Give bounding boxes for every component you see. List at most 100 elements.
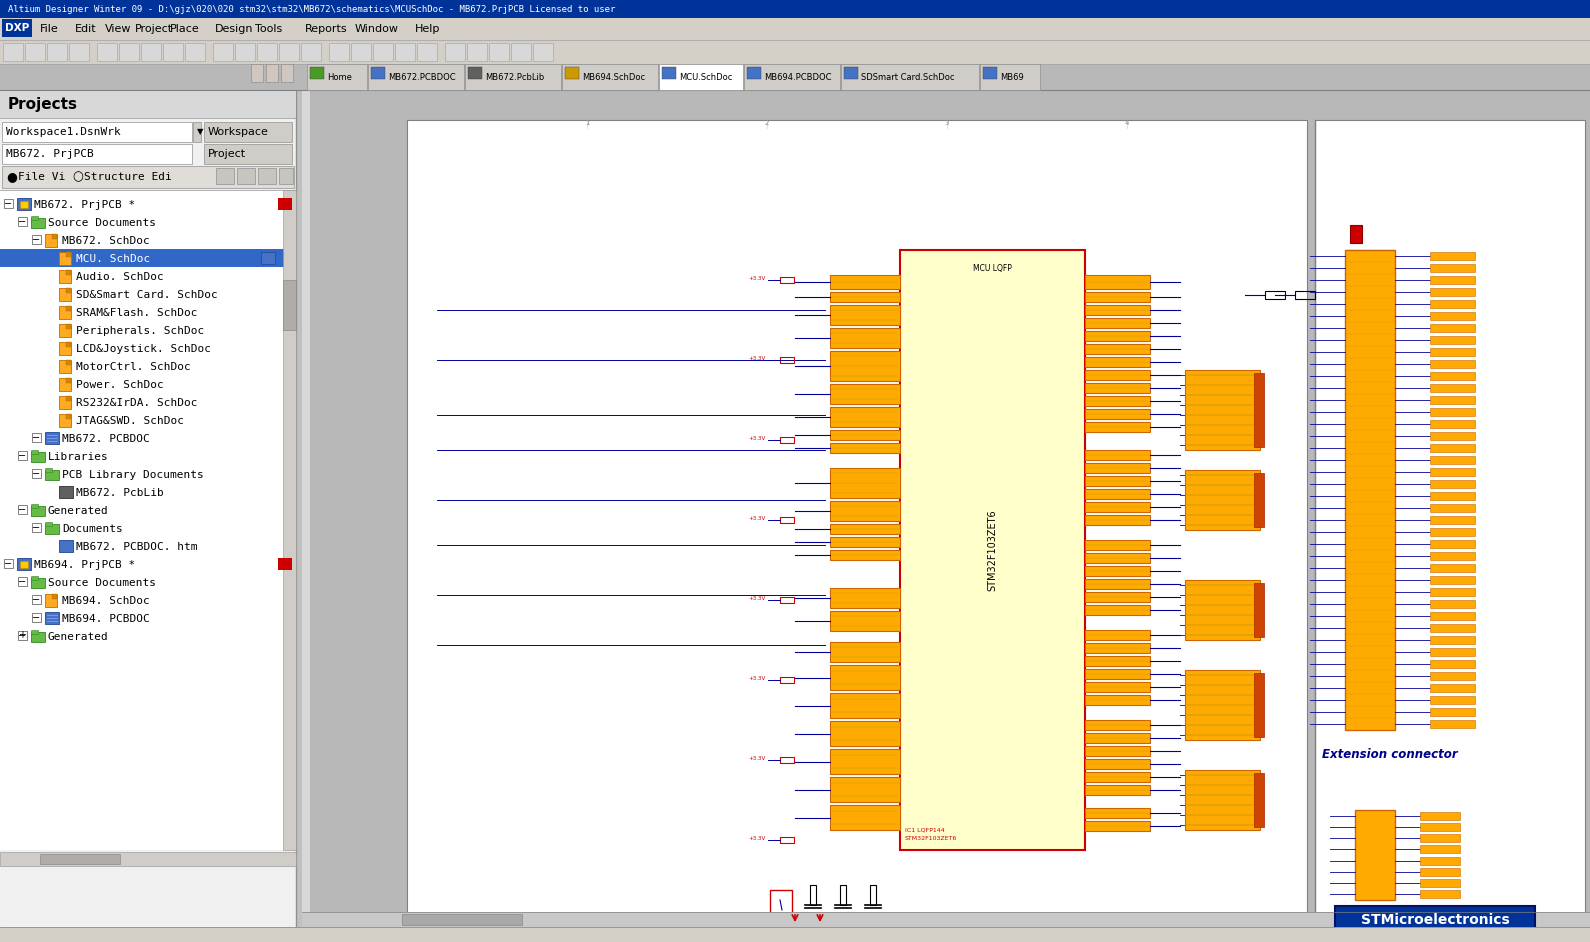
Bar xyxy=(52,234,57,239)
Bar xyxy=(17,451,27,460)
Bar xyxy=(1429,456,1476,464)
Text: MCU.SchDoc: MCU.SchDoc xyxy=(679,73,733,82)
Bar xyxy=(164,43,183,61)
Bar xyxy=(1420,812,1460,820)
Bar xyxy=(1084,370,1150,380)
Text: File Vi: File Vi xyxy=(17,172,65,182)
Bar xyxy=(830,524,900,534)
Bar xyxy=(840,885,846,905)
Bar xyxy=(830,292,900,302)
Bar xyxy=(17,631,27,640)
Text: IC1 LQFP144: IC1 LQFP144 xyxy=(905,827,944,833)
Bar xyxy=(3,43,22,61)
Bar xyxy=(1084,656,1150,666)
Bar xyxy=(1084,502,1150,512)
Text: −: − xyxy=(32,523,41,532)
Bar xyxy=(1429,528,1476,536)
Bar xyxy=(30,632,45,642)
Bar xyxy=(1084,422,1150,432)
Bar xyxy=(1084,808,1150,818)
Text: Place: Place xyxy=(170,24,200,34)
Text: ○: ○ xyxy=(72,171,83,184)
Bar xyxy=(1429,300,1476,308)
Bar xyxy=(59,252,72,265)
Bar xyxy=(781,837,793,843)
Bar xyxy=(1084,476,1150,486)
Bar xyxy=(1429,552,1476,560)
Text: −: − xyxy=(32,594,41,605)
Text: +: + xyxy=(19,630,27,641)
Text: Home: Home xyxy=(328,73,351,82)
Bar xyxy=(30,218,45,228)
Bar xyxy=(374,43,393,61)
Text: MCU. SchDoc: MCU. SchDoc xyxy=(76,254,149,264)
Bar xyxy=(119,43,138,61)
Bar xyxy=(278,168,293,184)
Bar xyxy=(1084,695,1150,705)
Text: Help: Help xyxy=(415,24,440,34)
Bar xyxy=(45,612,59,624)
Bar xyxy=(1429,624,1476,632)
Text: Libraries: Libraries xyxy=(48,452,108,462)
Text: Extension connector: Extension connector xyxy=(1323,749,1458,761)
Text: Structure Edi: Structure Edi xyxy=(84,172,172,182)
Text: Generated: Generated xyxy=(48,632,108,642)
Bar xyxy=(1084,759,1150,769)
Bar xyxy=(1420,856,1460,865)
Bar xyxy=(830,351,900,381)
Bar xyxy=(744,64,840,90)
Bar xyxy=(59,342,72,355)
Bar xyxy=(1255,473,1264,527)
Bar xyxy=(1429,396,1476,404)
Bar xyxy=(417,43,437,61)
Bar xyxy=(1185,370,1259,450)
Bar xyxy=(32,595,41,604)
Bar xyxy=(5,199,13,208)
Bar xyxy=(30,216,38,220)
Bar xyxy=(2,166,294,188)
Text: PCB Library Documents: PCB Library Documents xyxy=(62,470,204,480)
Bar xyxy=(747,67,762,79)
Bar xyxy=(407,120,1307,942)
Bar xyxy=(1429,324,1476,332)
Bar xyxy=(830,443,900,453)
Bar xyxy=(32,433,41,442)
Bar xyxy=(17,505,27,514)
Bar xyxy=(32,235,41,244)
Bar xyxy=(1429,660,1476,668)
Bar xyxy=(1255,773,1264,827)
Bar xyxy=(1084,540,1150,550)
Bar xyxy=(0,18,1590,40)
Text: Source Documents: Source Documents xyxy=(48,578,156,588)
Bar xyxy=(1429,684,1476,692)
Bar xyxy=(1084,553,1150,563)
Bar xyxy=(564,67,579,79)
Bar xyxy=(1429,708,1476,716)
Bar xyxy=(1084,630,1150,640)
Text: SDSmart Card.SchDoc: SDSmart Card.SchDoc xyxy=(862,73,954,82)
Text: MotorCtrl. SchDoc: MotorCtrl. SchDoc xyxy=(76,362,191,372)
Bar xyxy=(1084,682,1150,692)
Bar xyxy=(184,43,205,61)
Bar xyxy=(2,19,32,37)
Text: Altium Designer Winter 09 - D:\gjz\020\020 stm32\stm32\MB672\schematics\MCUSchDo: Altium Designer Winter 09 - D:\gjz\020\0… xyxy=(8,5,615,13)
Bar xyxy=(59,378,72,391)
Bar xyxy=(5,559,13,568)
Bar xyxy=(1084,669,1150,679)
Bar xyxy=(1084,746,1150,756)
Text: +3.3V: +3.3V xyxy=(749,836,766,841)
Bar xyxy=(1420,879,1460,887)
Bar xyxy=(561,64,658,90)
Bar xyxy=(1429,432,1476,440)
Bar xyxy=(59,414,72,427)
Bar xyxy=(67,342,72,347)
Bar xyxy=(32,469,41,478)
Bar xyxy=(1084,396,1150,406)
Bar xyxy=(1429,408,1476,416)
Bar xyxy=(394,43,415,61)
Bar xyxy=(830,328,900,348)
Bar xyxy=(1294,291,1315,299)
Text: Audio. SchDoc: Audio. SchDoc xyxy=(76,272,164,282)
Bar xyxy=(1185,770,1259,830)
Text: Project: Project xyxy=(208,149,246,159)
